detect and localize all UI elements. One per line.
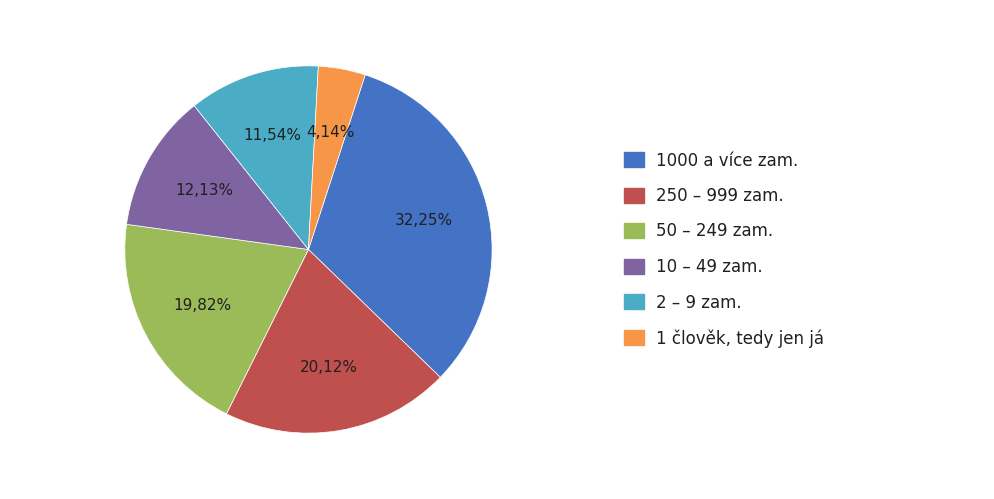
Legend: 1000 a více zam., 250 – 999 zam., 50 – 249 zam., 10 – 49 zam., 2 – 9 zam., 1 člo: 1000 a více zam., 250 – 999 zam., 50 – 2… bbox=[623, 152, 823, 347]
Text: 4,14%: 4,14% bbox=[306, 125, 354, 140]
Wedge shape bbox=[126, 106, 308, 250]
Wedge shape bbox=[308, 66, 365, 250]
Wedge shape bbox=[308, 75, 492, 377]
Text: 32,25%: 32,25% bbox=[395, 213, 453, 228]
Wedge shape bbox=[124, 225, 308, 414]
Text: 12,13%: 12,13% bbox=[176, 183, 234, 198]
Text: 20,12%: 20,12% bbox=[299, 360, 357, 375]
Text: 11,54%: 11,54% bbox=[243, 128, 301, 143]
Text: 19,82%: 19,82% bbox=[174, 298, 232, 313]
Wedge shape bbox=[194, 66, 318, 250]
Wedge shape bbox=[227, 250, 440, 433]
